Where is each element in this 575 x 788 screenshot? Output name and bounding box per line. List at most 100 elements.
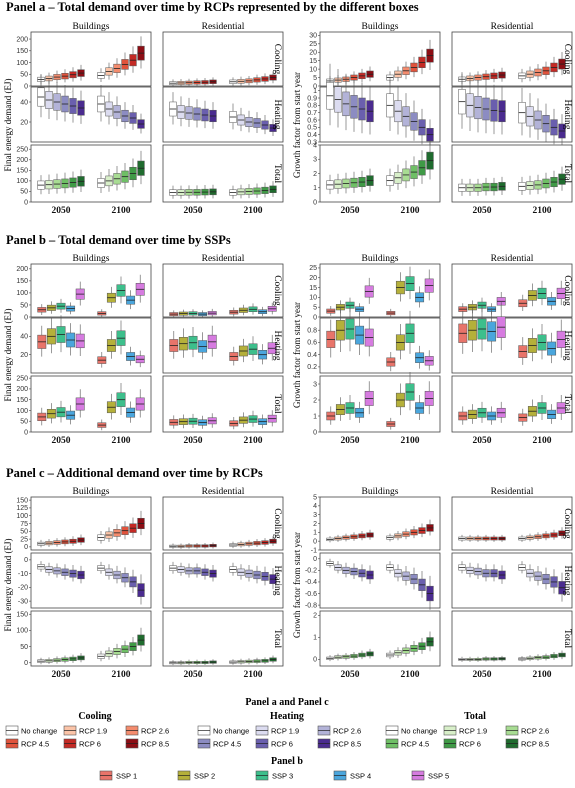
legend-item-label: RCP 8.5 (333, 740, 361, 749)
row-strip-label: Heating (272, 565, 282, 595)
y-tick-label: 0 (24, 544, 28, 551)
y-tick-label: 100 (16, 408, 28, 415)
x-tick-label: 2050 (473, 206, 492, 216)
x-tick-label: 2100 (533, 670, 552, 680)
y-tick-label: 20 (309, 275, 317, 282)
y-tick-label: 0 (24, 429, 28, 436)
row-strip-label: Cooling (562, 275, 572, 306)
facet-panel (30, 317, 152, 374)
row-strip-label: Total (272, 164, 282, 184)
facet-panel (30, 375, 152, 433)
ylabel-b-left: Final energy demand (EJ) (3, 308, 13, 401)
legend-item-label: RCP 6 (459, 740, 481, 749)
column-strip-label: Residential (491, 254, 534, 264)
column-strip-label: Residential (202, 254, 245, 264)
y-tick-label: 4 (313, 503, 317, 510)
row-strip-label: Cooling (272, 275, 282, 306)
y-tick-label: 50 (20, 302, 28, 309)
row-strip-label: Heating (562, 99, 572, 129)
y-tick-label: 0.9 (307, 95, 317, 102)
legend-group-title: Cooling (78, 711, 111, 722)
y-tick-label: 1 (313, 88, 317, 95)
x-tick-label: 2100 (244, 206, 263, 216)
row-strip-label: Cooling (562, 44, 572, 75)
y-tick-label: 200 (16, 266, 28, 273)
row-strip-label: Cooling (562, 508, 572, 539)
y-tick-label: 250 (16, 147, 28, 154)
y-tick-label: 0.2 (307, 364, 317, 371)
facet-panel (30, 610, 152, 667)
y-tick-label: 2 (313, 397, 317, 404)
y-tick-label: -0.8 (305, 602, 317, 609)
y-tick-label: 75 (20, 521, 28, 528)
y-tick-label: 20 (309, 50, 317, 57)
y-tick-label: 250 (16, 375, 28, 382)
legend-item-label: No change (213, 727, 249, 736)
y-tick-label: -0.6 (305, 591, 317, 598)
legend-item-label: RCP 8.5 (521, 740, 549, 749)
legend-item-label: RCP 4.5 (21, 740, 49, 749)
ylabel-a-right: Growth factor from start year (292, 72, 302, 178)
column-strip-label: Residential (491, 22, 534, 32)
legend-ssp-label: SSP 5 (428, 772, 449, 781)
legend-item-label: RCP 2.6 (141, 727, 169, 736)
y-tick-label: 0 (313, 556, 317, 563)
y-tick-label: 150 (16, 48, 28, 55)
legend-item-label: RCP 8.5 (141, 740, 169, 749)
legend-ssp-label: SSP 4 (350, 772, 371, 781)
y-tick-label: 100 (16, 628, 28, 635)
y-tick-label: -20 (18, 585, 28, 592)
y-tick-label: 1 (313, 635, 317, 642)
y-tick-label: 0.8 (307, 328, 317, 335)
y-tick-label: 150 (16, 497, 28, 504)
column-strip-label: Residential (491, 487, 534, 497)
row-strip-label: Heating (562, 330, 572, 360)
facet-panel (451, 496, 573, 551)
y-tick-label: 40 (20, 99, 28, 106)
y-tick-label: 15 (309, 285, 317, 292)
y-tick-label: 3 (313, 381, 317, 388)
facet-panel (162, 263, 284, 318)
y-tick-label: 0 (313, 83, 317, 90)
y-tick-label: 0 (313, 657, 317, 664)
x-tick-label: 2100 (401, 436, 420, 446)
y-tick-label: 5 (313, 494, 317, 501)
x-tick-label: 2050 (184, 436, 203, 446)
legend-item-label: RCP 2.6 (333, 727, 361, 736)
legend-ssp-label: SSP 3 (272, 772, 293, 781)
y-tick-label: 0.4 (307, 352, 317, 359)
y-tick-label: 1 (313, 413, 317, 420)
y-tick-label: 15 (309, 58, 317, 65)
y-tick-label: 25 (309, 265, 317, 272)
legend-item-label: RCP 4.5 (213, 740, 241, 749)
y-tick-label: -0.2 (305, 568, 317, 575)
x-tick-label: 2050 (184, 670, 203, 680)
row-strip-label: Heating (272, 99, 282, 129)
row-strip-label: Cooling (272, 44, 282, 75)
legend-item-label: No change (401, 727, 437, 736)
y-tick-label: 2 (313, 521, 317, 528)
y-tick-label: -0.4 (305, 579, 317, 586)
y-tick-label: 0.6 (307, 117, 317, 124)
y-tick-label: 40 (20, 334, 28, 341)
x-tick-label: 2050 (473, 436, 492, 446)
legend-item-label: RCP 6 (79, 740, 101, 749)
y-tick-label: 200 (16, 36, 28, 43)
row-strip-label: Cooling (272, 508, 282, 539)
facet-panel (319, 496, 441, 551)
y-tick-label: 20 (20, 119, 28, 126)
x-tick-label: 2050 (473, 670, 492, 680)
y-tick-label: 0 (24, 83, 28, 90)
legend-group-title: Heating (270, 711, 304, 722)
panel-b-title: Panel b – Total demand over time by SSPs (6, 233, 231, 247)
y-tick-label: 50 (20, 529, 28, 536)
y-tick-label: 150 (16, 397, 28, 404)
facet-panel (451, 375, 573, 433)
y-tick-label: 150 (16, 168, 28, 175)
y-tick-label: 0.6 (307, 340, 317, 347)
y-tick-label: 100 (16, 60, 28, 67)
x-tick-label: 2100 (244, 670, 263, 680)
y-tick-label: 200 (16, 157, 28, 164)
y-tick-label: -10 (18, 571, 28, 578)
legend-item-label: RCP 1.9 (271, 727, 299, 736)
